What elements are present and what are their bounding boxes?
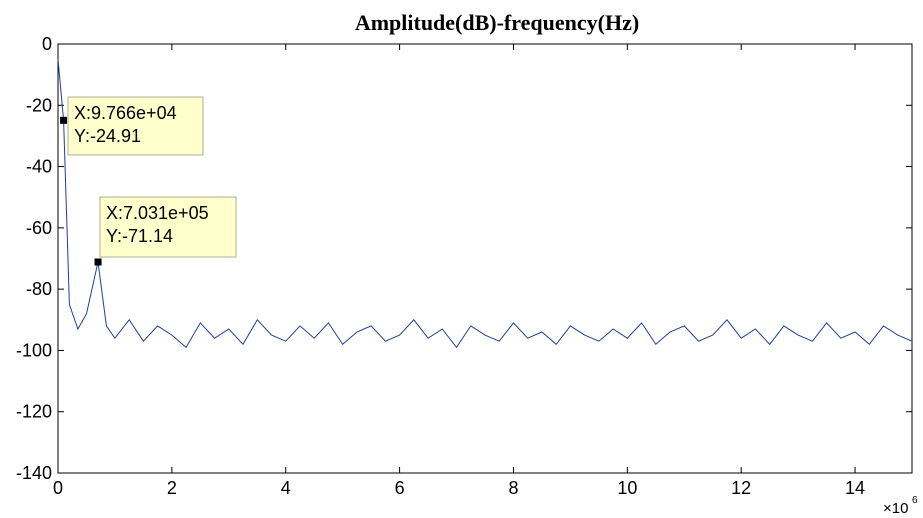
- x-tick-label: 6: [395, 478, 405, 498]
- x-tick-label: 12: [731, 478, 751, 498]
- spectrum-line: [57, 59, 913, 349]
- datatip-marker: [94, 258, 102, 266]
- datatip-x-text: X:9.766e+04: [74, 103, 177, 123]
- x-tick-label: 2: [167, 478, 177, 498]
- y-tick-label: -20: [26, 95, 52, 115]
- y-tick-label: -80: [26, 279, 52, 299]
- datatip-box: [67, 96, 204, 156]
- datatip-y-text: Y:-71.14: [106, 226, 173, 246]
- x-tick-label: 0: [53, 478, 63, 498]
- x-multiplier-label: ×10: [883, 500, 908, 517]
- y-tick-label: -120: [16, 402, 52, 422]
- datatip-group: X:9.766e+04 Y:-24.91 X:7.031e+05 Y:-71.14: [60, 96, 237, 266]
- datatip-y-text: Y:-24.91: [74, 126, 141, 146]
- y-tick-label: -100: [16, 340, 52, 360]
- y-tick-label: 0: [42, 34, 52, 54]
- x-multiplier-exponent: 6: [912, 495, 918, 506]
- y-tick-label: -40: [26, 157, 52, 177]
- datatip-box: [99, 196, 237, 258]
- x-tick-label: 8: [508, 478, 518, 498]
- y-tick-label: -140: [16, 463, 52, 483]
- datatip-marker: [60, 116, 68, 124]
- x-tick-label: 4: [281, 478, 291, 498]
- chart-title: Amplitude(dB)-frequency(Hz): [355, 10, 639, 35]
- y-tick-label: -60: [26, 218, 52, 238]
- plot-frame: [57, 43, 913, 474]
- axes: 0 2 4 6 8 10 12 14 0 -20 -40 -60 -80 -100 -120 -140 ×10 6: [16, 34, 918, 517]
- datatip-x-text: X:7.031e+05: [106, 203, 209, 223]
- x-tick-label: 14: [845, 478, 865, 498]
- x-tick-label: 10: [617, 478, 637, 498]
- series-group: [57, 59, 913, 349]
